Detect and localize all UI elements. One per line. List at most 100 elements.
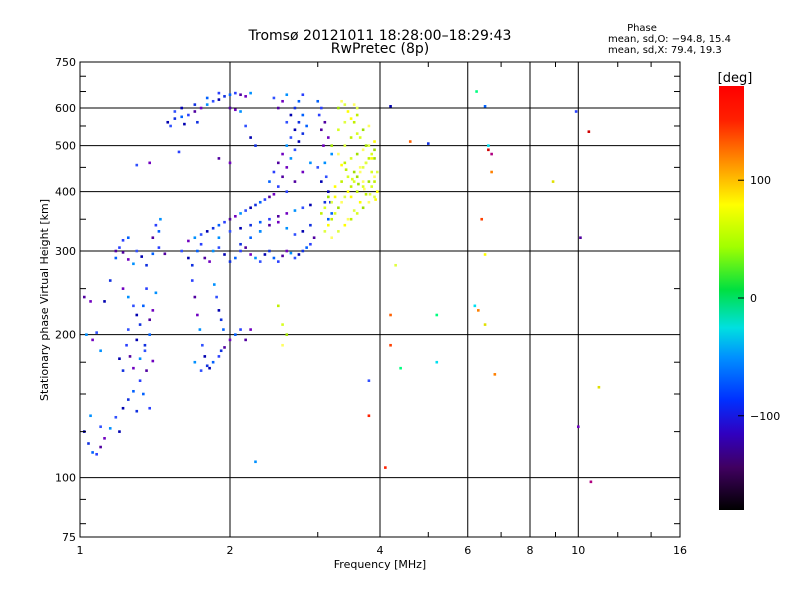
data-point	[352, 120, 356, 124]
data-point	[187, 113, 190, 117]
data-point	[211, 99, 215, 103]
data-point	[268, 223, 271, 227]
data-point	[180, 106, 184, 110]
data-point	[487, 148, 490, 152]
data-point	[355, 212, 359, 215]
data-point	[352, 180, 356, 183]
data-point	[289, 251, 293, 255]
data-point	[219, 318, 223, 322]
data-point	[244, 124, 247, 128]
data-point	[367, 200, 371, 204]
data-point	[574, 110, 578, 113]
data-point	[276, 106, 280, 110]
data-point	[370, 185, 374, 188]
data-point	[301, 170, 305, 174]
data-point	[373, 157, 376, 160]
data-point	[82, 295, 86, 299]
data-point	[349, 185, 353, 188]
data-point	[268, 180, 271, 183]
data-point	[343, 161, 347, 165]
data-point	[263, 253, 267, 256]
data-point	[276, 185, 280, 188]
data-point	[223, 220, 226, 224]
data-point	[361, 128, 365, 132]
data-point	[367, 124, 371, 128]
data-point	[118, 430, 121, 433]
data-point	[234, 108, 237, 112]
data-point	[340, 180, 343, 183]
data-point	[301, 230, 305, 233]
data-point	[211, 360, 215, 364]
y-tick-label: 200	[55, 329, 76, 342]
data-point	[254, 144, 257, 147]
x-tick-label: 2	[227, 544, 234, 557]
data-point	[239, 249, 242, 253]
data-point	[201, 343, 204, 347]
data-point	[373, 140, 376, 143]
data-point	[199, 233, 203, 236]
data-point	[138, 357, 142, 361]
data-point	[317, 113, 321, 117]
data-point	[87, 442, 90, 445]
data-point	[239, 93, 242, 97]
data-point	[394, 263, 397, 267]
x-tick-label: 6	[464, 544, 471, 557]
data-point	[361, 206, 365, 210]
data-point	[285, 93, 289, 97]
data-point	[126, 236, 130, 240]
data-point	[239, 328, 242, 331]
data-point	[121, 406, 125, 410]
data-point	[132, 366, 135, 370]
data-point	[361, 180, 365, 183]
data-point	[346, 175, 350, 179]
data-point	[285, 120, 289, 124]
data-point	[408, 140, 412, 143]
data-point	[276, 161, 280, 165]
data-point	[483, 323, 487, 326]
data-point	[99, 425, 102, 429]
data-point	[579, 236, 582, 240]
data-point	[95, 331, 98, 334]
data-point	[301, 113, 305, 117]
data-point	[281, 175, 284, 179]
data-point	[490, 170, 493, 174]
data-point	[263, 198, 267, 201]
data-point	[309, 203, 312, 207]
data-point	[126, 398, 130, 401]
data-point	[337, 230, 340, 233]
data-point	[361, 166, 365, 169]
data-point	[254, 460, 257, 464]
data-point	[367, 414, 371, 418]
data-point	[118, 246, 121, 249]
data-point	[187, 256, 190, 260]
data-point	[340, 163, 343, 167]
data-point	[228, 106, 232, 110]
data-point	[145, 263, 148, 267]
data-point	[301, 132, 305, 135]
data-point	[244, 338, 247, 342]
data-point	[223, 346, 226, 349]
data-point	[309, 161, 312, 165]
data-point	[355, 106, 359, 110]
data-point	[217, 91, 221, 95]
data-point	[190, 263, 194, 267]
data-point	[249, 206, 252, 210]
data-point	[355, 113, 359, 117]
data-point	[358, 200, 362, 204]
y-tick-label: 600	[55, 102, 76, 115]
data-point	[148, 406, 152, 410]
data-point	[358, 166, 362, 169]
data-point	[333, 195, 337, 199]
data-point	[89, 300, 92, 303]
data-point	[343, 223, 347, 227]
data-point	[322, 144, 325, 147]
data-point	[151, 309, 155, 312]
data-point	[239, 212, 242, 215]
x-axis-label: Frequency [MHz]	[334, 558, 426, 571]
data-point	[126, 258, 130, 261]
data-point	[135, 163, 139, 167]
data-point	[475, 90, 478, 93]
data-point	[249, 253, 252, 256]
data-point	[330, 200, 334, 204]
